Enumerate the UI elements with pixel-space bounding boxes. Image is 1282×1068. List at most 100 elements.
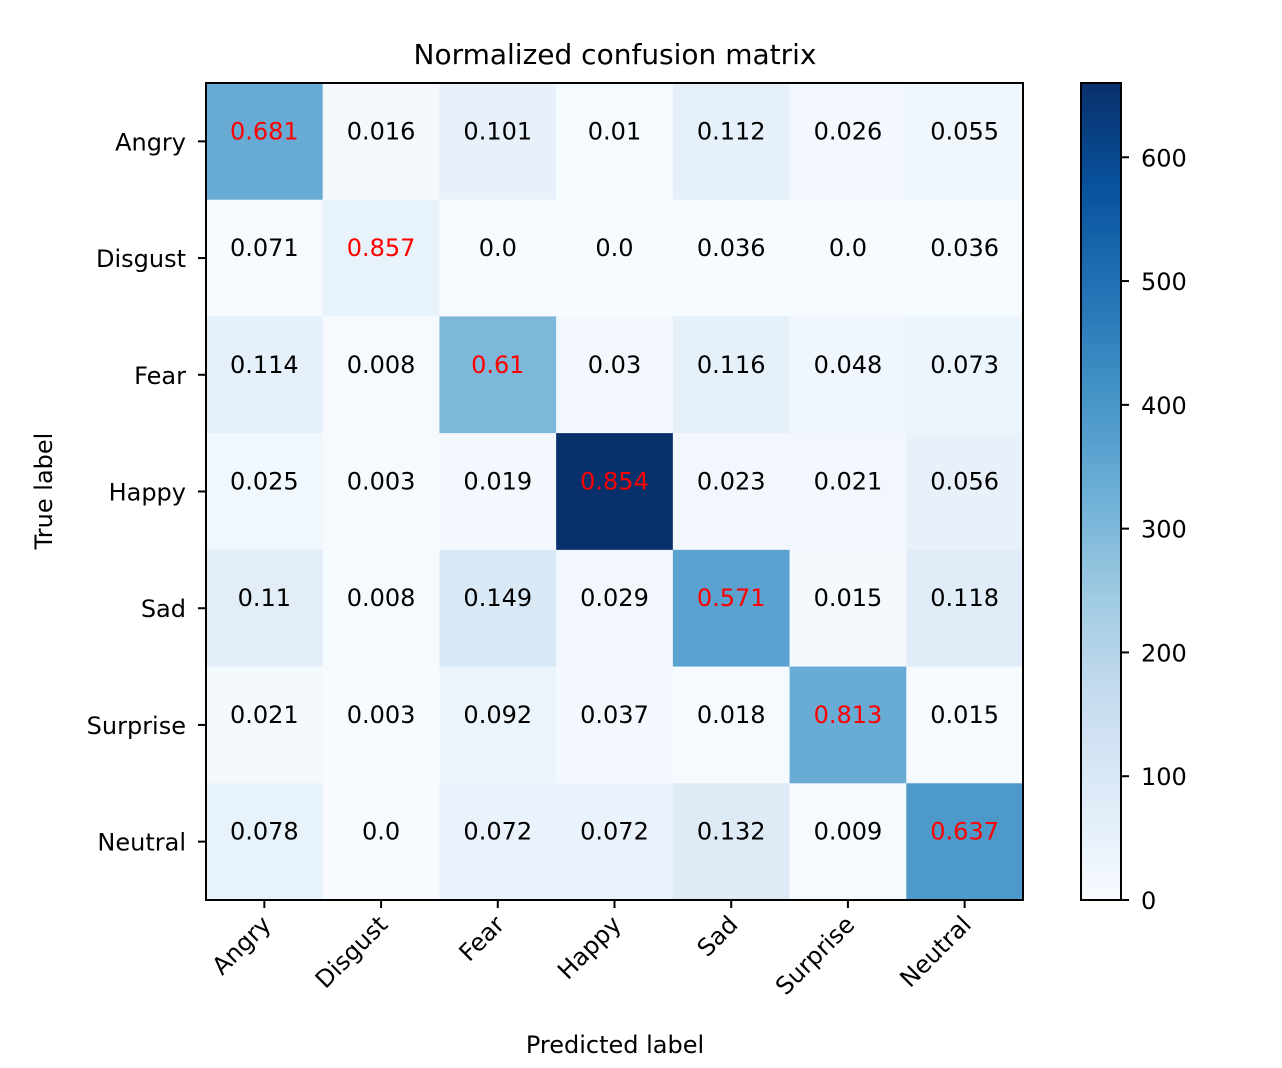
heatmap-cell (556, 549, 674, 668)
heatmap-cell (439, 316, 557, 434)
heatmap-cell (556, 199, 674, 317)
heatmap-cell (556, 316, 674, 434)
heatmap-cell (556, 783, 674, 901)
cell-value-label: 0.092 (463, 701, 532, 729)
heatmap-cell (789, 783, 907, 901)
heatmap-cell (206, 549, 324, 668)
heatmap-cell (322, 666, 440, 784)
colorbar-tick-label: 600 (1141, 144, 1187, 172)
cell-value-label: 0.018 (697, 701, 766, 729)
heatmap-cell (672, 83, 791, 201)
cell-value-label: 0.0 (595, 234, 633, 262)
cell-value-label: 0.016 (347, 117, 416, 145)
heatmap-cell (789, 83, 907, 201)
x-tick-label: Disgust (310, 910, 393, 993)
cell-value-label: 0.854 (580, 468, 649, 496)
cell-value-label: 0.072 (463, 818, 532, 846)
heatmap-cell (906, 316, 1024, 434)
cell-value-label: 0.857 (347, 234, 416, 262)
heatmap-cell (672, 199, 791, 317)
cell-value-label: 0.048 (814, 351, 883, 379)
cell-value-label: 0.036 (697, 234, 766, 262)
x-tick-label: Surprise (770, 910, 860, 1000)
cell-value-label: 0.036 (930, 234, 999, 262)
heatmap-cell (322, 199, 440, 317)
cell-value-label: 0.055 (930, 117, 999, 145)
cell-value-label: 0.116 (697, 351, 766, 379)
x-tick-label: Fear (454, 910, 511, 967)
heatmap-cell (789, 433, 907, 551)
heatmap-cell (906, 433, 1024, 551)
x-tick-label: Neutral (894, 910, 976, 992)
heatmap-cell (206, 666, 324, 784)
heatmap-cell (322, 433, 440, 551)
x-axis-ticks: Angry Disgust Fear Happy Sad Surprise Neutral (207, 900, 977, 1001)
heatmap-cell (789, 316, 907, 434)
cell-value-label: 0.0 (829, 234, 867, 262)
heatmap-cell (672, 549, 791, 668)
heatmap-cell (906, 83, 1024, 201)
heatmap-cell (322, 783, 440, 901)
heatmap-cell (439, 199, 557, 317)
colorbar-tick-label: 300 (1141, 516, 1187, 544)
colorbar-tick-label: 500 (1141, 268, 1187, 296)
cell-value-label: 0.637 (930, 818, 999, 846)
heatmap-cell (439, 549, 557, 668)
cell-value-label: 0.037 (580, 701, 649, 729)
chart-title: Normalized confusion matrix (414, 38, 817, 71)
heatmap-cell (789, 666, 907, 784)
y-tick-label: Disgust (96, 245, 186, 273)
heatmap-cell (322, 549, 440, 668)
cell-value-label: 0.003 (347, 468, 416, 496)
heatmap-cell (906, 549, 1024, 668)
heatmap-cell (206, 83, 324, 201)
cell-value-label: 0.015 (814, 584, 883, 612)
cell-value-label: 0.019 (463, 468, 532, 496)
cell-value-label: 0.813 (814, 701, 883, 729)
x-tick-label: Happy (552, 910, 627, 985)
heatmap-cell (789, 549, 907, 668)
x-tick-label: Sad (692, 910, 744, 962)
cell-value-label: 0.072 (580, 818, 649, 846)
cell-value-label: 0.114 (230, 351, 299, 379)
heatmap-cell (672, 783, 791, 901)
cell-value-label: 0.071 (230, 234, 299, 262)
heatmap-cell (206, 433, 324, 551)
colorbar-tick-label: 100 (1141, 763, 1187, 791)
x-tick-label: Angry (207, 910, 277, 980)
heatmap-cell (206, 316, 324, 434)
heatmap-cell (439, 783, 557, 901)
cell-value-label: 0.571 (697, 584, 766, 612)
cell-value-label: 0.008 (347, 584, 416, 612)
cell-value-label: 0.026 (814, 117, 883, 145)
colorbar-tick-label: 200 (1141, 639, 1187, 667)
heatmap-cell (206, 783, 324, 901)
heatmap-cell (322, 83, 440, 201)
y-tick-label: Neutral (97, 829, 186, 857)
colorbar-ticks: 0 100 200 300 400 500 600 (1121, 144, 1187, 915)
cell-value-labels: 0.681 0.016 0.101 0.01 0.112 0.026 0.055 0.071 0… (230, 117, 999, 845)
x-axis-label: Predicted label (526, 1031, 704, 1059)
cell-value-label: 0.073 (930, 351, 999, 379)
cell-value-label: 0.118 (930, 584, 999, 612)
cell-value-label: 0.61 (471, 351, 524, 379)
heatmap-cell (906, 199, 1024, 317)
heatmap-cell (906, 783, 1024, 901)
colorbar-tick-label: 0 (1141, 887, 1156, 915)
cell-value-label: 0.101 (463, 117, 532, 145)
y-tick-label: Surprise (87, 712, 186, 740)
heatmap-cell (439, 433, 557, 551)
cell-value-label: 0.025 (230, 468, 299, 496)
cell-value-label: 0.003 (347, 701, 416, 729)
heatmap-cell (322, 316, 440, 434)
heatmap-cell (439, 83, 557, 201)
colorbar-tick-label: 400 (1141, 392, 1187, 420)
cell-value-label: 0.078 (230, 818, 299, 846)
cell-value-label: 0.029 (580, 584, 649, 612)
cell-value-label: 0.149 (463, 584, 532, 612)
y-tick-label: Angry (115, 128, 186, 156)
cell-value-label: 0.021 (230, 701, 299, 729)
cell-value-label: 0.112 (697, 117, 766, 145)
cell-value-label: 0.009 (814, 818, 883, 846)
cell-value-label: 0.0 (362, 818, 400, 846)
